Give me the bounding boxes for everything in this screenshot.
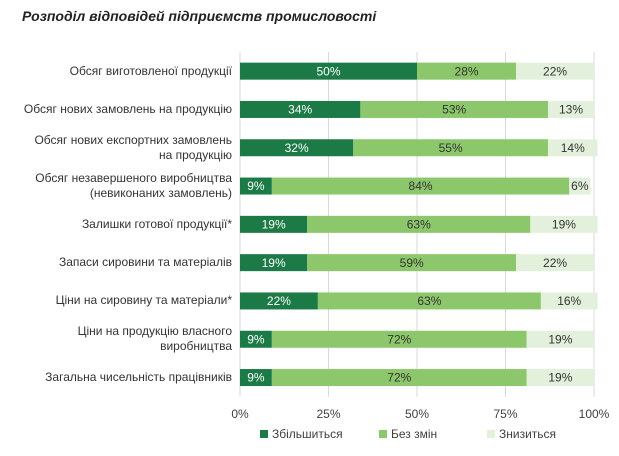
legend-label: Знизиться (499, 427, 556, 441)
x-tick-label: 25% (316, 407, 340, 421)
bar-segment (530, 215, 598, 233)
bar-segment (240, 62, 417, 80)
x-tick-label: 50% (405, 407, 429, 421)
value-label: 22% (543, 64, 567, 78)
bar-segment (516, 62, 594, 80)
bar-segment (307, 254, 517, 272)
value-label: 28% (455, 64, 479, 78)
x-tick-label: 0% (231, 407, 249, 421)
value-label: 9% (247, 179, 265, 193)
value-label: 63% (417, 294, 441, 308)
legend-label: Без змін (391, 427, 437, 441)
bar-segment (240, 292, 318, 310)
value-label: 50% (316, 64, 340, 78)
bar-segment (240, 139, 354, 157)
bar-segment (569, 177, 591, 195)
value-label: 22% (267, 294, 291, 308)
value-label: 34% (288, 103, 312, 117)
bar-segment (516, 254, 594, 272)
bar-segment (240, 215, 308, 233)
value-label: 72% (387, 371, 411, 385)
x-tick-label: 100% (579, 407, 610, 421)
y-tick-label: Ціни на продукцію власного виробництва (77, 324, 232, 354)
value-label: 19% (548, 371, 572, 385)
bar-segment (417, 62, 517, 80)
bar-segment (526, 369, 594, 387)
value-label: 19% (262, 218, 286, 232)
value-label: 13% (559, 103, 583, 117)
chart-title: Розподіл відповідей підприємств промисло… (22, 8, 377, 24)
value-label: 6% (571, 179, 589, 193)
y-tick-label: Загальна чисельність працівників (45, 370, 232, 385)
bar-segment (240, 100, 361, 118)
value-label: 16% (557, 294, 581, 308)
bar-segment (307, 215, 531, 233)
bar-segment (240, 254, 308, 272)
y-tick-label: Обсяг нових експортних замовлень на прод… (34, 132, 232, 162)
value-label: 63% (407, 218, 431, 232)
y-tick-label: Залишки готової продукції* (81, 216, 232, 231)
value-label: 22% (543, 256, 567, 270)
value-label: 53% (442, 103, 466, 117)
value-label: 59% (400, 256, 424, 270)
bar-segment (540, 292, 598, 310)
bar-segment (271, 330, 527, 348)
legend-swatch (487, 430, 495, 438)
bar-segment (240, 177, 272, 195)
value-label: 14% (561, 141, 585, 155)
value-label: 19% (552, 218, 576, 232)
bar-segment (240, 330, 272, 348)
legend-swatch (379, 430, 387, 438)
y-tick-label: Обсяг нових замовлень на продукцію (23, 101, 232, 116)
bar-segment (526, 330, 594, 348)
bar-segment (271, 369, 527, 387)
value-label: 9% (247, 332, 265, 346)
bar-segment (317, 292, 541, 310)
legend-label: Збільшиться (272, 427, 343, 441)
bar-segment (360, 100, 548, 118)
value-label: 84% (409, 179, 433, 193)
bar-segment (353, 139, 548, 157)
value-label: 19% (548, 332, 572, 346)
y-tick-label: Запаси сировини та матеріалів (58, 255, 232, 270)
y-tick-label: Обсяг незавершеного виробництва (невикон… (35, 171, 232, 201)
value-label: 32% (285, 141, 309, 155)
legend-swatch (260, 430, 268, 438)
bar-segment (547, 139, 598, 157)
y-tick-label: Обсяг виготовленої продукції (69, 63, 232, 78)
bar-segment (240, 369, 272, 387)
x-tick-label: 75% (493, 407, 517, 421)
y-tick-label: Ціни на сировину та матеріали* (55, 293, 232, 308)
value-label: 55% (439, 141, 463, 155)
value-label: 19% (262, 256, 286, 270)
value-label: 9% (247, 371, 265, 385)
bar-segment (547, 100, 594, 118)
value-label: 72% (387, 332, 411, 346)
bar-segment (271, 177, 570, 195)
